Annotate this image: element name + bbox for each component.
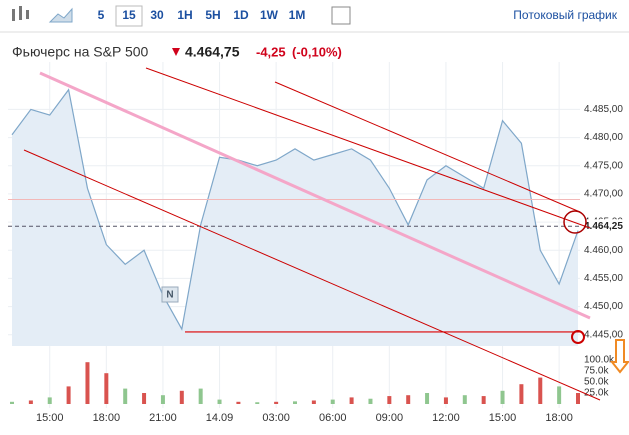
x-tick-label: 03:00 <box>262 412 290 424</box>
y-tick-label: 4.485,00 <box>584 104 623 115</box>
interval-button[interactable]: 1W <box>260 8 279 22</box>
volume-bar <box>481 396 486 404</box>
volume-bar <box>576 393 580 404</box>
volume-bar <box>236 401 241 404</box>
interval-button[interactable]: 5H <box>205 8 220 22</box>
volume-bar <box>66 386 71 404</box>
volume-bar <box>330 399 335 404</box>
last-price-box <box>581 219 627 234</box>
volume-bar <box>179 390 184 404</box>
volume-bar <box>10 401 14 404</box>
x-tick-label: 15:00 <box>36 412 64 424</box>
down-arrow <box>172 48 180 56</box>
table-icon[interactable] <box>331 6 351 25</box>
price: 4.464,75 <box>185 44 240 60</box>
volume-bar <box>104 373 109 404</box>
interval-button[interactable]: 30 <box>150 8 164 22</box>
plot: 4.445,004.450,004.455,004.460,004.465,00… <box>8 62 627 424</box>
x-tick-label: 09:00 <box>376 412 404 424</box>
interval-button[interactable]: 1H <box>177 8 192 22</box>
area-icon[interactable] <box>48 7 73 23</box>
volume-tick-label: 50.0k <box>584 377 609 388</box>
interval-button[interactable]: 1M <box>289 8 306 22</box>
volume-bar <box>557 386 562 404</box>
change-pct: (-0,10%) <box>292 44 342 59</box>
volume-bar <box>198 388 203 404</box>
volume-bar <box>425 393 430 404</box>
volume-bar <box>255 402 260 404</box>
volume-tick-label: 100.0k <box>584 355 615 366</box>
volume-bar <box>293 401 297 404</box>
x-tick-label: 12:00 <box>432 412 460 424</box>
volume-tick-label: 25.0k <box>584 388 609 399</box>
volume-bar <box>47 397 52 404</box>
volume-bar <box>160 395 165 404</box>
volume-bar <box>406 395 411 404</box>
streaming-link[interactable]: Потоковый график <box>513 8 617 22</box>
volume-bar <box>387 396 392 404</box>
volume-bar <box>28 400 33 404</box>
x-tick-label: 14.09 <box>206 412 234 424</box>
area-fill <box>12 89 578 346</box>
y-tick-label: 4.475,00 <box>584 160 623 171</box>
selected-box <box>115 5 143 27</box>
change: -4,25 <box>256 44 286 59</box>
volume-bar <box>500 390 505 404</box>
volume-bar <box>311 400 316 404</box>
volume-bar <box>85 362 90 404</box>
volume-bar <box>368 398 373 404</box>
event-marker: N <box>166 290 173 301</box>
interval-button[interactable]: 5 <box>98 8 105 22</box>
x-tick-label: 15:00 <box>489 412 517 424</box>
x-tick-label: 18:00 <box>545 412 573 424</box>
instrument-title: Фьючерс на S&P 500 <box>12 44 149 60</box>
y-tick-label: 4.470,00 <box>584 189 623 200</box>
volume-bar <box>123 388 128 404</box>
volume-bar <box>217 399 222 404</box>
interval-button[interactable]: 1D <box>233 8 249 22</box>
x-tick-label: 06:00 <box>319 412 347 424</box>
y-tick-label: 4.445,00 <box>584 329 623 340</box>
y-tick-label: 4.455,00 <box>584 273 623 284</box>
volume-bar <box>519 384 524 404</box>
volume-bar <box>538 377 543 404</box>
volume-bar <box>142 393 147 404</box>
event-marker-box <box>161 286 179 303</box>
x-tick-label: 21:00 <box>149 412 177 424</box>
trend-lines <box>23 67 629 401</box>
volume-bar <box>274 401 279 404</box>
price-line <box>11 88 579 331</box>
volume-bar <box>443 397 448 404</box>
interval-button[interactable]: 15 <box>122 8 136 22</box>
y-tick-label: 4.480,00 <box>584 132 623 143</box>
x-tick-label: 18:00 <box>93 412 121 424</box>
volume-bar <box>349 397 354 404</box>
y-tick-label: 4.450,00 <box>584 301 623 312</box>
candle-icon[interactable] <box>12 6 29 21</box>
y-tick-label: 4.460,00 <box>584 245 623 256</box>
volume-tick-label: 75.0k <box>584 366 609 377</box>
last-price-label: 4.464,25 <box>584 221 623 232</box>
volume-bar <box>462 395 467 404</box>
